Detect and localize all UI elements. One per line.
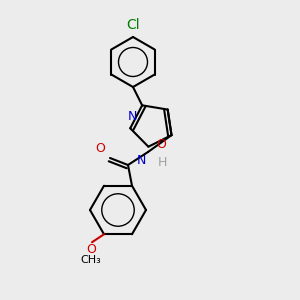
Text: O: O <box>95 142 105 155</box>
Text: N: N <box>136 154 146 167</box>
Text: O: O <box>156 138 166 151</box>
Text: N: N <box>128 110 137 123</box>
Text: CH₃: CH₃ <box>81 255 101 265</box>
Text: H: H <box>158 156 167 169</box>
Text: O: O <box>86 243 96 256</box>
Text: Cl: Cl <box>126 18 140 32</box>
